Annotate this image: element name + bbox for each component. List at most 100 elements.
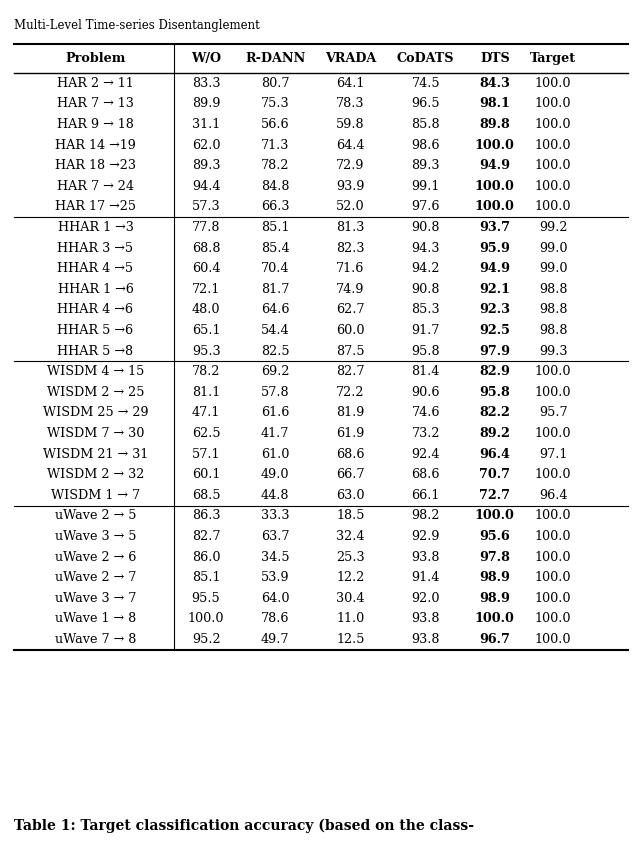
Text: 34.5: 34.5 [261, 550, 289, 564]
Text: 72.2: 72.2 [336, 386, 365, 399]
Text: 44.8: 44.8 [261, 488, 289, 502]
Text: 94.9: 94.9 [479, 159, 510, 172]
Text: 56.6: 56.6 [261, 118, 289, 131]
Text: 66.1: 66.1 [412, 488, 440, 502]
Text: 61.9: 61.9 [336, 427, 365, 440]
Text: 82.9: 82.9 [479, 365, 510, 378]
Text: 98.8: 98.8 [539, 324, 568, 337]
Text: 95.9: 95.9 [479, 242, 510, 254]
Text: 94.2: 94.2 [412, 262, 440, 276]
Text: 100.0: 100.0 [535, 612, 572, 626]
Text: 57.8: 57.8 [261, 386, 289, 399]
Text: 94.3: 94.3 [412, 242, 440, 254]
Text: 68.8: 68.8 [192, 242, 220, 254]
Text: 48.0: 48.0 [192, 304, 220, 316]
Text: 82.3: 82.3 [336, 242, 365, 254]
Text: 61.6: 61.6 [261, 406, 289, 420]
Text: 91.4: 91.4 [412, 572, 440, 584]
Text: 94.4: 94.4 [192, 180, 220, 192]
Text: 89.8: 89.8 [479, 118, 510, 131]
Text: 99.3: 99.3 [539, 344, 568, 358]
Text: 68.6: 68.6 [336, 448, 365, 460]
Text: WISDM 1 → 7: WISDM 1 → 7 [51, 488, 140, 502]
Text: 100.0: 100.0 [535, 76, 572, 90]
Text: 11.0: 11.0 [337, 612, 365, 626]
Text: 59.8: 59.8 [336, 118, 365, 131]
Text: 64.4: 64.4 [336, 138, 365, 152]
Text: 97.8: 97.8 [479, 550, 510, 564]
Text: WISDM 21 → 31: WISDM 21 → 31 [43, 448, 148, 460]
Text: 41.7: 41.7 [261, 427, 289, 440]
Text: WISDM 7 → 30: WISDM 7 → 30 [47, 427, 144, 440]
Text: 85.3: 85.3 [412, 304, 440, 316]
Text: 73.2: 73.2 [412, 427, 440, 440]
Text: 81.7: 81.7 [261, 282, 289, 296]
Text: W/O: W/O [191, 52, 221, 65]
Text: 100.0: 100.0 [475, 612, 515, 626]
Text: Multi-Level Time-series Disentanglement: Multi-Level Time-series Disentanglement [14, 19, 260, 31]
Text: 95.2: 95.2 [192, 633, 220, 646]
Text: 90.6: 90.6 [412, 386, 440, 399]
Text: 95.5: 95.5 [192, 592, 220, 605]
Text: 78.2: 78.2 [261, 159, 289, 172]
Text: 72.9: 72.9 [336, 159, 365, 172]
Text: 100.0: 100.0 [535, 98, 572, 110]
Text: 52.0: 52.0 [336, 200, 365, 214]
Text: 54.4: 54.4 [261, 324, 289, 337]
Text: uWave 7 → 8: uWave 7 → 8 [55, 633, 136, 646]
Text: 30.4: 30.4 [336, 592, 365, 605]
Text: HHAR 3 →5: HHAR 3 →5 [58, 242, 134, 254]
Text: HAR 17 →25: HAR 17 →25 [55, 200, 136, 214]
Text: 31.1: 31.1 [192, 118, 220, 131]
Text: 25.3: 25.3 [336, 550, 365, 564]
Text: 53.9: 53.9 [261, 572, 289, 584]
Text: HAR 14 →19: HAR 14 →19 [55, 138, 136, 152]
Text: 66.3: 66.3 [261, 200, 289, 214]
Text: 47.1: 47.1 [192, 406, 220, 420]
Text: HAR 7 → 24: HAR 7 → 24 [57, 180, 134, 192]
Text: 87.5: 87.5 [336, 344, 365, 358]
Text: 100.0: 100.0 [535, 118, 572, 131]
Text: 71.6: 71.6 [336, 262, 365, 276]
Text: 89.3: 89.3 [192, 159, 220, 172]
Text: 96.4: 96.4 [479, 448, 510, 460]
Text: 85.1: 85.1 [192, 572, 220, 584]
Text: 95.7: 95.7 [539, 406, 568, 420]
Text: 97.1: 97.1 [539, 448, 568, 460]
Text: 98.2: 98.2 [412, 510, 440, 522]
Text: 62.5: 62.5 [192, 427, 220, 440]
Text: 81.4: 81.4 [412, 365, 440, 378]
Text: 100.0: 100.0 [535, 510, 572, 522]
Text: uWave 3 → 5: uWave 3 → 5 [55, 530, 136, 543]
Text: HHAR 4 →6: HHAR 4 →6 [58, 304, 134, 316]
Text: 64.0: 64.0 [261, 592, 289, 605]
Text: 72.1: 72.1 [192, 282, 220, 296]
Text: HAR 9 → 18: HAR 9 → 18 [57, 118, 134, 131]
Text: 98.9: 98.9 [479, 592, 510, 605]
Text: 100.0: 100.0 [535, 365, 572, 378]
Text: 81.9: 81.9 [336, 406, 365, 420]
Text: 78.3: 78.3 [336, 98, 365, 110]
Text: 49.0: 49.0 [261, 468, 289, 482]
Text: 95.8: 95.8 [479, 386, 510, 399]
Text: 95.3: 95.3 [192, 344, 220, 358]
Text: 86.3: 86.3 [192, 510, 220, 522]
Text: 96.7: 96.7 [479, 633, 510, 646]
Text: uWave 2 → 7: uWave 2 → 7 [55, 572, 136, 584]
Text: 90.8: 90.8 [412, 221, 440, 234]
Text: 100.0: 100.0 [535, 572, 572, 584]
Text: 97.9: 97.9 [479, 344, 510, 358]
Text: 12.2: 12.2 [336, 572, 365, 584]
Text: 85.4: 85.4 [261, 242, 289, 254]
Text: 49.7: 49.7 [261, 633, 289, 646]
Text: 80.7: 80.7 [261, 76, 289, 90]
Text: 61.0: 61.0 [261, 448, 289, 460]
Text: VRADA: VRADA [325, 52, 376, 65]
Text: 64.6: 64.6 [261, 304, 289, 316]
Text: 95.8: 95.8 [412, 344, 440, 358]
Text: 100.0: 100.0 [475, 200, 515, 214]
Text: 96.5: 96.5 [412, 98, 440, 110]
Text: 70.4: 70.4 [261, 262, 289, 276]
Text: 100.0: 100.0 [535, 386, 572, 399]
Text: R-DANN: R-DANN [245, 52, 305, 65]
